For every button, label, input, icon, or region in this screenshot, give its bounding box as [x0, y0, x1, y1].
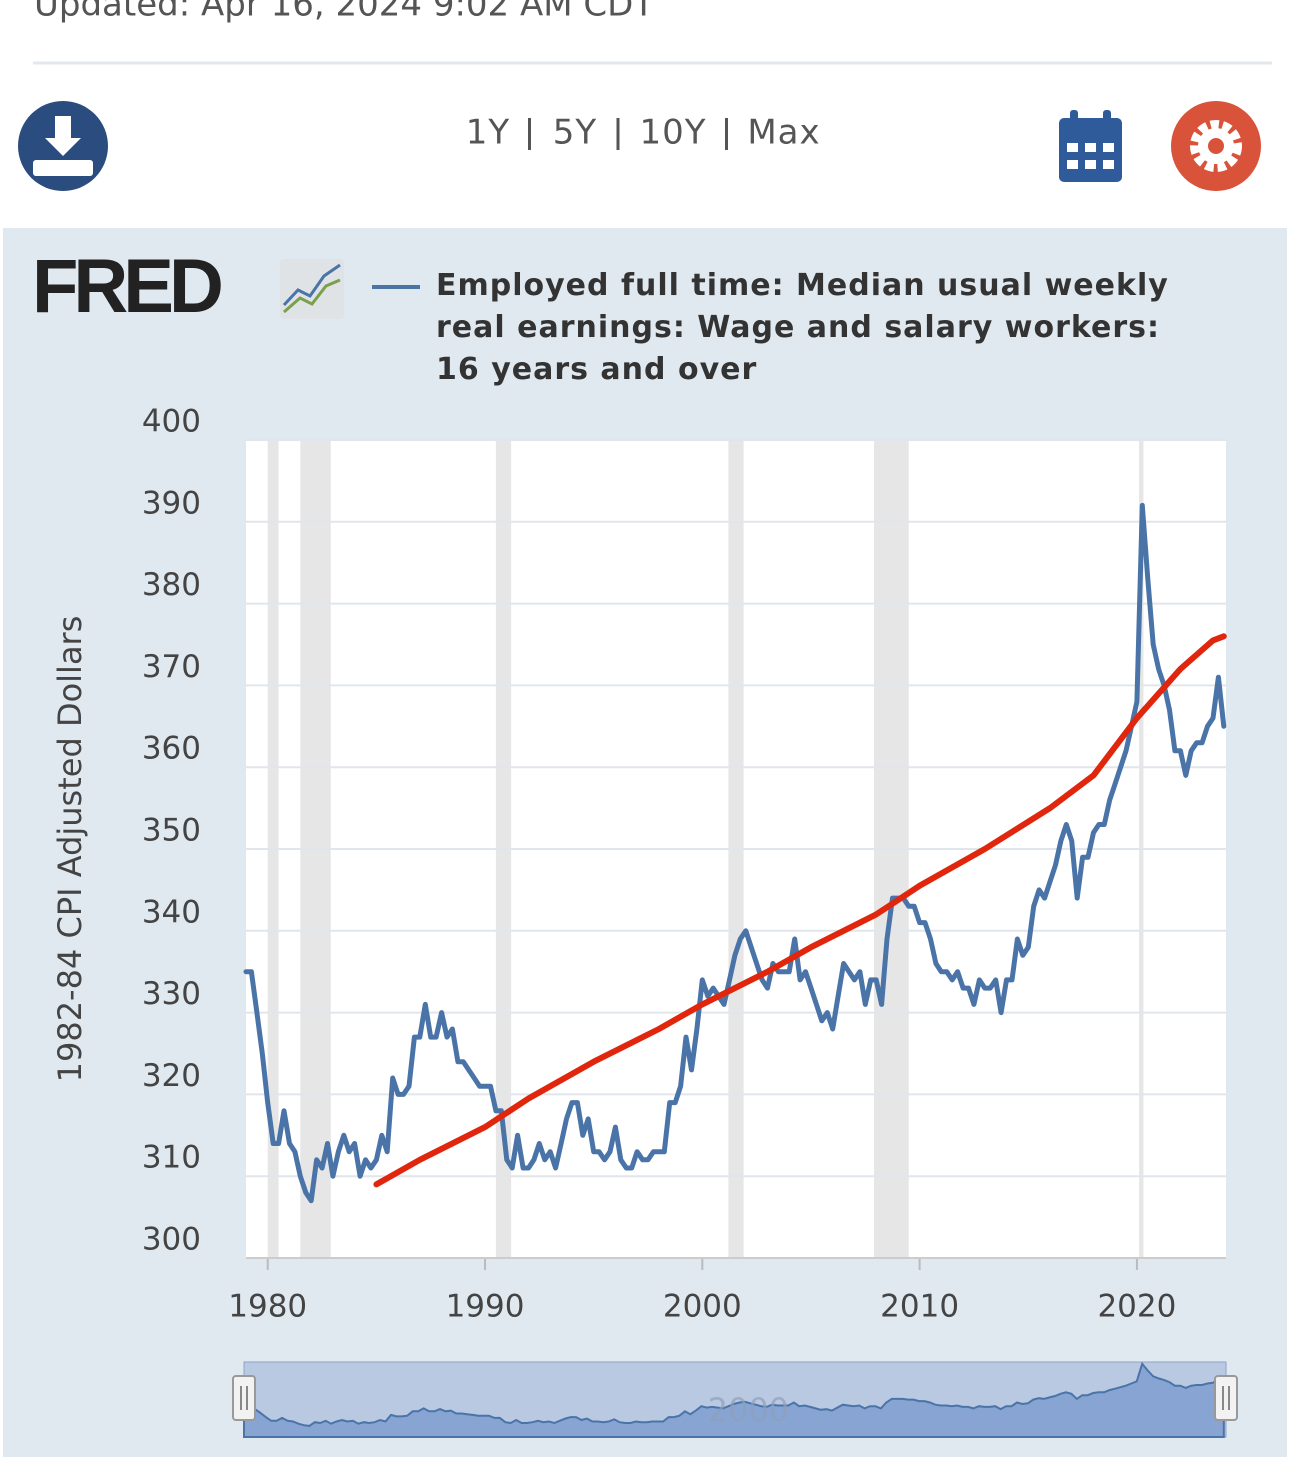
x-tick-label: 2010 [880, 1289, 959, 1325]
y-tick-label: 380 [142, 567, 201, 603]
y-tick-label: 400 [142, 404, 201, 440]
download-button[interactable] [18, 101, 108, 191]
calendar-ring [1103, 110, 1111, 126]
navigator[interactable]: 2000 [232, 1361, 1238, 1438]
download-tray [33, 160, 93, 176]
fred-logo: FRED [32, 244, 221, 329]
calendar-grid [1067, 143, 1114, 169]
fred-logo-icon [280, 259, 344, 319]
navigator-handle[interactable] [1214, 1375, 1238, 1421]
navigator-area [243, 1361, 1225, 1438]
y-axis-label: 1982-84 CPI Adjusted Dollars [51, 616, 89, 1083]
y-tick-label: 350 [142, 813, 201, 849]
range-button[interactable]: 1Y [466, 113, 510, 153]
y-tick-label: 300 [142, 1222, 201, 1258]
x-tick-label: 1990 [446, 1289, 525, 1325]
legend-text: Employed full time: Median usual weekly r… [436, 268, 1169, 387]
trend-line [373, 633, 1227, 1188]
settings-button[interactable] [1171, 101, 1261, 191]
y-tick-label: 320 [142, 1058, 201, 1094]
range-button[interactable]: 5Y [553, 113, 597, 153]
range-button[interactable]: Max [747, 113, 820, 153]
y-tick-label: 310 [142, 1140, 201, 1176]
calendar-ring [1070, 110, 1078, 126]
gear-teeth [1190, 120, 1242, 172]
x-tick-label: 2020 [1097, 1289, 1176, 1325]
logo-icon-line [283, 278, 341, 314]
download-arrow [45, 116, 81, 156]
y-tick-label: 370 [142, 649, 201, 685]
range-buttons: 1Y 5Y 10Y Max [466, 113, 820, 153]
logo-icon-line [282, 263, 341, 307]
y-tick-label: 390 [142, 485, 201, 521]
navigator-label: 2000 [708, 1391, 789, 1429]
calendar-button[interactable] [1059, 110, 1122, 182]
gear-hole [1208, 138, 1224, 154]
navigator-handle[interactable] [232, 1375, 256, 1421]
y-tick-label: 360 [142, 731, 201, 767]
x-tick-label: 2000 [663, 1289, 742, 1325]
y-tick-label: 340 [142, 894, 201, 930]
data-line [243, 502, 1227, 1204]
range-button[interactable]: 10Y [639, 113, 706, 153]
updated-text: Updated: Apr 16, 2024 9:02 AM CDT [34, 0, 654, 25]
x-tick-label: 1980 [228, 1289, 307, 1325]
y-tick-label: 330 [142, 976, 201, 1012]
